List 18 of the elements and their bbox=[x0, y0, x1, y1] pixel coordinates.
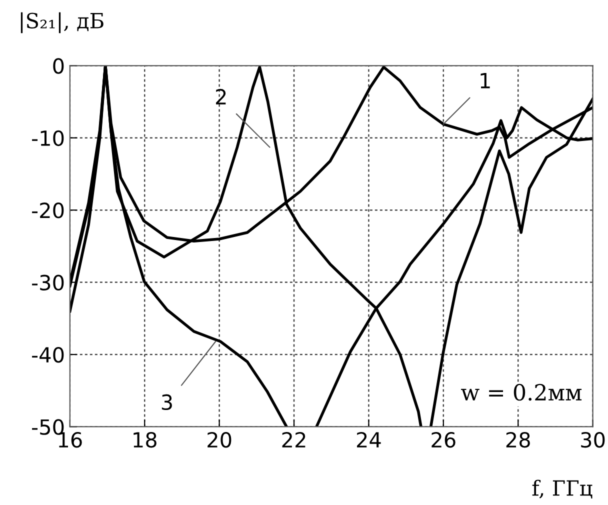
annotation: w = 0.2мм bbox=[461, 384, 582, 401]
x-tick-label: 24 bbox=[356, 432, 381, 448]
annotation: 2 bbox=[216, 88, 226, 104]
x-tick-label: 20 bbox=[208, 432, 232, 448]
x-tick-label: 18 bbox=[134, 432, 156, 448]
y-axis-title: |S₂₁|, дБ bbox=[20, 12, 104, 34]
x-tick-label: 28 bbox=[506, 432, 530, 448]
y-tick-label: -20 bbox=[32, 202, 64, 218]
annotation: 1 bbox=[480, 73, 490, 88]
y-tick-label: -10 bbox=[32, 130, 64, 146]
x-tick-label: 30 bbox=[581, 432, 605, 448]
x-axis-title: f, ГГц bbox=[532, 480, 592, 498]
y-tick-label: 0 bbox=[53, 58, 64, 74]
x-tick-label: 22 bbox=[282, 432, 306, 448]
annotation: 3 bbox=[162, 394, 172, 410]
x-tick-label: 26 bbox=[432, 432, 456, 448]
y-tick-label: -30 bbox=[32, 274, 64, 291]
y-tick-label: -40 bbox=[32, 346, 64, 363]
